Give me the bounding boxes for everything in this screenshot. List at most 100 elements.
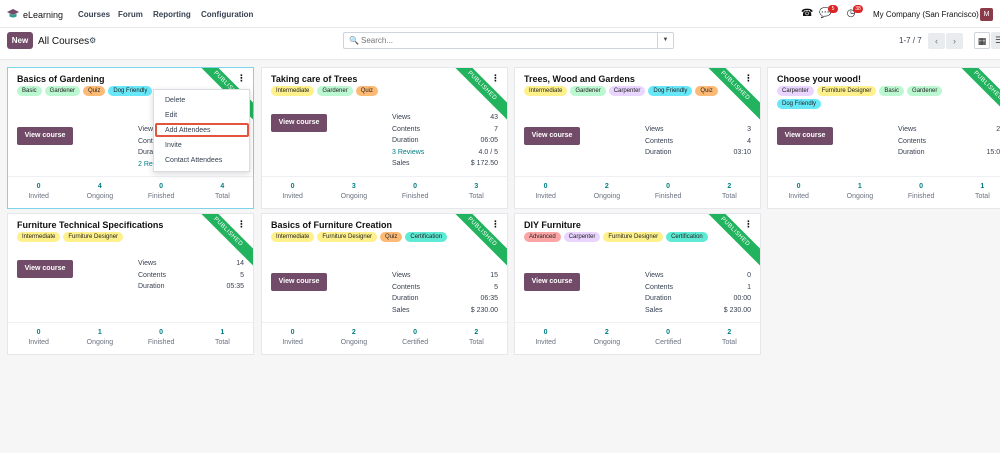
kebab-menu-icon[interactable]: ⋮ — [744, 73, 753, 83]
counter-finished[interactable]: 0 Finished — [131, 329, 192, 346]
counter-invited[interactable]: 0 Invited — [515, 329, 576, 346]
counter-invited[interactable]: 0 Invited — [768, 183, 829, 200]
course-tag: Dog Friendly — [648, 86, 693, 96]
view-course-button[interactable]: View course — [524, 273, 580, 291]
dropdown-add-attendees[interactable]: Add Attendees — [165, 127, 211, 134]
course-card[interactable]: DIY Furniture PUBLISHED ⋮ Advanced Carpenter… — [514, 213, 761, 355]
stat-label: Views — [138, 260, 157, 267]
course-card[interactable]: Furniture Technical Specifications PUBLIS… — [7, 213, 254, 355]
course-title[interactable]: Choose your wood! — [777, 74, 861, 84]
counter-invited[interactable]: 0 Invited — [262, 329, 323, 346]
course-card[interactable]: Trees, Wood and Gardens PUBLISHED ⋮ Interme… — [514, 67, 761, 209]
kebab-menu-icon[interactable]: ⋮ — [491, 219, 500, 229]
messages-icon[interactable]: 💬 — [819, 8, 832, 19]
counter-finished[interactable]: 0 Finished — [638, 183, 699, 200]
counter-finished[interactable]: 0 Finished — [891, 183, 952, 200]
course-tag: Carpenter — [608, 86, 646, 96]
course-title[interactable]: Basics of Gardening — [17, 74, 105, 84]
counter-total[interactable]: 3 Total — [446, 183, 507, 200]
course-title[interactable]: Trees, Wood and Gardens — [524, 74, 635, 84]
counter-finished[interactable]: 0 Finished — [385, 183, 446, 200]
control-panel: New All Courses ⚙ 🔍 ▼ 1-7 / 7 ‹ › ▦ ☰ — [0, 28, 1000, 60]
company-switcher[interactable]: My Company (San Francisco) — [873, 10, 979, 19]
counter-total[interactable]: 2 Total — [699, 329, 760, 346]
course-tag: Certification — [405, 232, 448, 242]
counter-total[interactable]: 1 Total — [192, 329, 253, 346]
kebab-menu-icon[interactable]: ⋮ — [237, 219, 246, 229]
kebab-menu-icon[interactable]: ⋮ — [997, 73, 1000, 84]
counter-certified[interactable]: 0 Certified — [638, 329, 699, 346]
counter-ongoing[interactable]: 3 Ongoing — [323, 183, 384, 200]
counter-total[interactable]: 4 Total — [192, 183, 253, 200]
activity-badge: 38 — [853, 5, 863, 13]
stat-label: Views — [645, 126, 664, 133]
counter-invited[interactable]: 0 Invited — [8, 329, 69, 346]
pager-value[interactable]: 1-7 / 7 — [899, 36, 922, 45]
view-course-button[interactable]: View course — [17, 127, 73, 145]
chevron-down-icon[interactable]: ▼ — [657, 33, 673, 48]
stat-label: Duration — [645, 149, 672, 156]
app-name[interactable]: eLearning — [23, 10, 64, 20]
counter-invited[interactable]: 0 Invited — [262, 183, 323, 200]
user-avatar[interactable]: M — [980, 8, 993, 21]
course-title[interactable]: Basics of Furniture Creation — [271, 220, 393, 230]
course-card[interactable]: Basics of Furniture Creation PUBLISHED ⋮ In… — [261, 213, 508, 355]
kanban-view-icon[interactable]: ▦ — [974, 32, 990, 49]
stat-row: Views 0 — [645, 272, 751, 284]
view-course-button[interactable]: View course — [524, 127, 580, 145]
stat-label[interactable]: 3 Reviews — [392, 148, 425, 156]
counter-finished[interactable]: 0 Finished — [131, 183, 192, 200]
dropdown-delete[interactable]: Delete — [165, 97, 186, 104]
search-bar[interactable]: 🔍 ▼ — [343, 32, 674, 49]
stat-label: Duration — [392, 295, 419, 302]
pager-previous-button[interactable]: ‹ — [928, 33, 945, 49]
view-course-button[interactable]: View course — [777, 127, 833, 145]
activity-clock-icon[interactable]: ◷ — [846, 8, 856, 19]
kebab-menu-icon[interactable]: ⋮ — [237, 73, 246, 83]
dropdown-contact-attendees[interactable]: Contact Attendees — [165, 157, 223, 164]
course-title[interactable]: Furniture Technical Specifications — [17, 220, 164, 230]
counter-label: Ongoing — [86, 339, 114, 346]
view-course-button[interactable]: View course — [271, 114, 327, 132]
counter-ongoing[interactable]: 1 Ongoing — [69, 329, 130, 346]
counter-certified[interactable]: 0 Certified — [385, 329, 446, 346]
counter-total[interactable]: 1 Total — [952, 183, 1000, 200]
counter-number: 3 — [474, 183, 479, 190]
counter-ongoing[interactable]: 2 Ongoing — [576, 329, 637, 346]
card-dropdown-menu: Delete Edit Add Attendees Invite Contact… — [153, 89, 250, 172]
counter-ongoing[interactable]: 2 Ongoing — [576, 183, 637, 200]
kebab-menu-icon[interactable]: ⋮ — [491, 73, 500, 83]
menu-forum[interactable]: Forum — [118, 10, 143, 19]
counter-ongoing[interactable]: 2 Ongoing — [323, 329, 384, 346]
pager-next-button[interactable]: › — [946, 33, 963, 49]
counter-ongoing[interactable]: 1 Ongoing — [829, 183, 890, 200]
stat-row: Sales $ 230.00 — [392, 307, 498, 319]
counter-ongoing[interactable]: 4 Ongoing — [69, 183, 130, 200]
course-title[interactable]: Taking care of Trees — [271, 74, 358, 84]
course-card[interactable]: Choose your wood!PUBLISHED⋮CarpenterFurn… — [767, 67, 1000, 209]
stat-row: Contents2 — [898, 138, 1000, 150]
new-button[interactable]: New — [7, 32, 33, 49]
counter-invited[interactable]: 0 Invited — [8, 183, 69, 200]
counter-label: Finished — [147, 339, 175, 346]
counter-total[interactable]: 2 Total — [446, 329, 507, 346]
counter-invited[interactable]: 0 Invited — [515, 183, 576, 200]
search-input[interactable] — [361, 34, 651, 47]
dropdown-invite[interactable]: Invite — [165, 142, 182, 149]
counter-total[interactable]: 2 Total — [699, 183, 760, 200]
menu-configuration[interactable]: Configuration — [201, 10, 254, 19]
kebab-menu-icon[interactable]: ⋮ — [744, 219, 753, 229]
course-title[interactable]: DIY Furniture — [524, 220, 581, 230]
gear-icon[interactable]: ⚙ — [89, 36, 97, 45]
course-card[interactable]: Taking care of Trees PUBLISHED ⋮ Intermedia… — [261, 67, 508, 209]
menu-courses[interactable]: Courses — [78, 10, 111, 19]
dropdown-edit[interactable]: Edit — [165, 112, 178, 119]
elearning-logo-icon[interactable] — [6, 7, 20, 21]
view-course-button[interactable]: View course — [271, 273, 327, 291]
view-course-button[interactable]: View course — [17, 260, 73, 278]
stat-row: Duration 05:35 — [138, 283, 244, 295]
list-view-icon[interactable]: ☰ — [991, 32, 1000, 49]
menu-reporting[interactable]: Reporting — [153, 10, 191, 19]
stat-value: 00:00 — [733, 295, 751, 302]
phone-icon[interactable]: ☎ — [801, 8, 814, 19]
